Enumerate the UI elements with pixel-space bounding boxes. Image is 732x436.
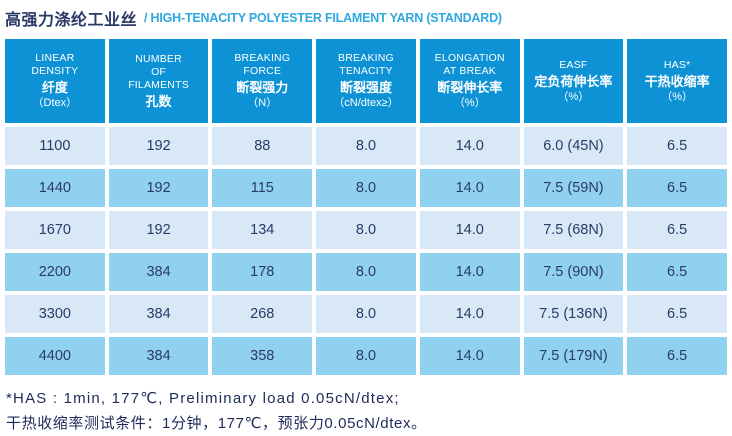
table-cell: 8.0 [316, 211, 416, 249]
table-cell: 2200 [5, 253, 105, 291]
header-zh-label: 孔数 [145, 93, 172, 109]
header-zh-label: 干热收缩率 [644, 73, 710, 89]
header-cell-breaking-tenacity: BREAKING TENACITY 断裂强度 （cN/dtex≥） [316, 39, 416, 123]
table-cell: 384 [108, 253, 209, 291]
footnotes: *HAS : 1min, 177℃, Preliminary load 0.05… [6, 386, 727, 436]
table-cell: 6.5 [627, 337, 727, 375]
table-cell: 1440 [5, 169, 105, 207]
table-cell: 192 [108, 127, 209, 165]
table-cell: 14.0 [419, 337, 520, 375]
header-cell-linear-density: LINEAR DENSITY 纤度 （Dtex） [5, 39, 105, 123]
header-en-line: NUMBER [135, 52, 182, 65]
header-unit-label: （%） [453, 97, 486, 109]
table-cell: 134 [212, 211, 313, 249]
page-title-english: / HIGH-TENACITY POLYESTER FILAMENT YARN … [144, 11, 502, 25]
table-cell: 14.0 [419, 127, 520, 165]
header-unit-label: （N） [247, 97, 278, 109]
header-unit-label: （Dtex） [32, 97, 78, 109]
table-cell: 6.5 [627, 253, 727, 291]
table-cell: 6.5 [627, 127, 727, 165]
header-en-line: BREAKING [234, 52, 291, 64]
table-cell: 7.5 (179N) [523, 337, 624, 375]
page-title-chinese: 高强力涤纶工业丝 [5, 12, 138, 29]
table-cell: 4400 [5, 337, 105, 375]
yarn-spec-table: LINEAR DENSITY 纤度 （Dtex） NUMBER OF FILAMENTS 孔数… [5, 39, 727, 375]
table-cell: 384 [108, 295, 209, 333]
header-cell-easf: EASF 定负荷伸长率 （%） [523, 39, 624, 123]
header-cell-elongation-at-break: ELONGATION AT BREAK 断裂伸长率 （%） [419, 39, 520, 123]
table-cell: 8.0 [316, 127, 416, 165]
table-cell: 178 [212, 253, 313, 291]
footnote-english: *HAS : 1min, 177℃, Preliminary load 0.05… [6, 390, 400, 407]
header-cell-has: HAS* 干热收缩率 （%） [627, 39, 727, 123]
header-zh-label: 断裂强力 [236, 80, 289, 95]
header-zh-label: 定负荷伸长率 [534, 73, 613, 89]
table-cell: 358 [212, 337, 313, 375]
header-en-line: HAS* [663, 58, 691, 71]
table-cell: 7.5 (59N) [523, 169, 624, 207]
table-cell: 3300 [5, 295, 105, 333]
header-en-line: EASF [559, 58, 588, 71]
header-unit-label: （%） [661, 90, 694, 103]
header-zh-label: 断裂伸长率 [437, 80, 503, 95]
header-zh-label: 断裂强度 [339, 80, 392, 95]
header-cell-breaking-force: BREAKING FORCE 断裂强力 （N） [212, 39, 313, 123]
header-en-line: LINEAR [35, 52, 75, 64]
table-cell: 268 [212, 295, 313, 333]
table-cell: 7.5 (136N) [523, 295, 624, 333]
table-cell: 14.0 [419, 211, 520, 249]
header-unit-label: （%） [557, 90, 590, 103]
table-cell: 115 [212, 169, 313, 207]
table-cell: 7.5 (90N) [523, 253, 624, 291]
header-en-line: DENSITY [31, 65, 79, 77]
table-cell: 14.0 [419, 169, 520, 207]
header-en-line: OF [151, 65, 167, 78]
table-cell: 6.5 [627, 295, 727, 333]
page-title: 高强力涤纶工业丝 / HIGH-TENACITY POLYESTER FILAM… [5, 5, 727, 31]
table-cell: 8.0 [316, 337, 416, 375]
table-cell: 14.0 [419, 253, 520, 291]
table-cell: 1670 [5, 211, 105, 249]
table-cell: 192 [108, 169, 209, 207]
table-cell: 8.0 [316, 169, 416, 207]
table-cell: 192 [108, 211, 209, 249]
header-en-line: ELONGATION [434, 52, 505, 64]
table-cell: 88 [212, 127, 313, 165]
header-unit-label: （cN/dtex≥） [333, 97, 399, 109]
header-en-line: FORCE [243, 65, 282, 77]
table-cell: 384 [108, 337, 209, 375]
header-cell-number-of-filaments: NUMBER OF FILAMENTS 孔数 [108, 39, 209, 123]
table-cell: 8.0 [316, 253, 416, 291]
table-cell: 14.0 [419, 295, 520, 333]
header-en-line: BREAKING [338, 52, 394, 64]
table-cell: 7.5 (68N) [523, 211, 624, 249]
footnote-chinese: 干热收缩率测试条件：1分钟，177℃，预张力0.05cN/dtex。 [6, 415, 427, 432]
header-zh-label: 纤度 [41, 80, 68, 95]
table-cell: 6.5 [627, 211, 727, 249]
table-cell: 8.0 [316, 295, 416, 333]
header-en-line: AT BREAK [443, 65, 496, 77]
table-cell: 6.5 [627, 169, 727, 207]
header-en-line: FILAMENTS [128, 78, 189, 91]
table-cell: 6.0 (45N) [523, 127, 624, 165]
header-en-line: TENACITY [339, 65, 393, 77]
table-cell: 1100 [5, 127, 105, 165]
